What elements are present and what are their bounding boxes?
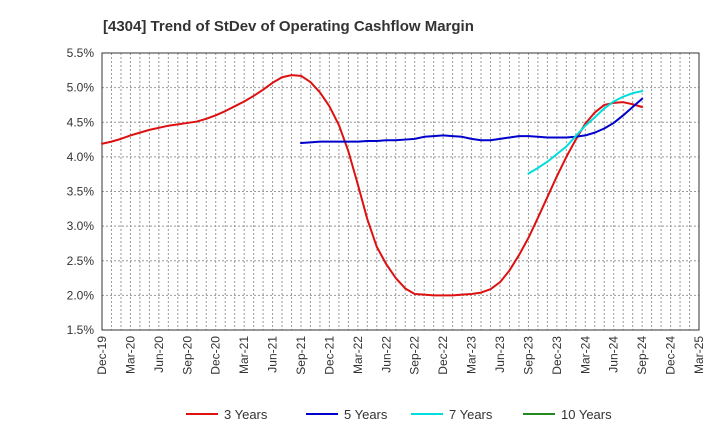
x-tick-label: Jun-22 (379, 336, 393, 373)
x-tick-label: Dec-24 (664, 336, 678, 375)
x-tick-label: Sep-20 (180, 336, 194, 375)
x-tick-label: Dec-21 (322, 336, 336, 375)
series-line-3-years (101, 74, 644, 297)
x-tick-label: Sep-24 (635, 336, 649, 375)
x-tick-label: Mar-23 (465, 336, 479, 374)
x-tick-label: Jun-24 (607, 336, 621, 373)
legend-label-3-years: 3 Years (224, 407, 268, 422)
y-tick-label: 1.5% (67, 323, 95, 337)
legend-label-10-years: 10 Years (561, 407, 612, 422)
y-tick-label: 2.5% (67, 254, 95, 268)
series-lines (101, 74, 644, 297)
y-tick-label: 3.5% (67, 185, 95, 199)
x-tick-label: Mar-25 (692, 336, 706, 374)
grid (102, 53, 699, 330)
x-tick-label: Jun-21 (266, 336, 280, 373)
x-tick-label: Dec-23 (550, 336, 564, 375)
x-tick-label: Mar-21 (237, 336, 251, 374)
plot-border (101, 52, 700, 331)
y-tick-label: 3.0% (67, 219, 95, 233)
x-tick-label: Sep-22 (408, 336, 422, 375)
plot-area (101, 52, 700, 331)
legend: 3 Years 5 Years 7 Years 10 Years (186, 407, 612, 422)
x-tick-label: Jun-23 (493, 336, 507, 373)
y-tick-label: 5.5% (67, 46, 95, 60)
legend-label-5-years: 5 Years (344, 407, 388, 422)
x-tick-label: Dec-22 (436, 336, 450, 375)
legend-label-7-years: 7 Years (449, 407, 493, 422)
x-tick-label: Jun-20 (152, 336, 166, 373)
y-tick-label: 4.0% (67, 150, 95, 164)
x-axis-tick-labels: Dec-19 Mar-20 Jun-20 Sep-20 Dec-20 Mar-21 Jun-… (95, 336, 706, 375)
x-tick-label: Dec-19 (95, 336, 109, 375)
x-tick-label: Dec-20 (209, 336, 223, 375)
x-tick-label: Sep-21 (294, 336, 308, 375)
series-line-5-years (300, 97, 644, 145)
y-axis-tick-labels: 5.5% 5.0% 4.5% 4.0% 3.5% 3.0% 2.5% 2.0% 1.5% (67, 46, 95, 337)
series-line-7-years (527, 90, 644, 175)
x-tick-label: Sep-23 (521, 336, 535, 375)
x-tick-label: Mar-20 (123, 336, 137, 374)
chart-title: [4304] Trend of StDev of Operating Cashf… (103, 18, 474, 35)
y-tick-label: 4.5% (67, 115, 95, 129)
x-tick-label: Mar-22 (351, 336, 365, 374)
x-tick-label: Mar-24 (578, 336, 592, 374)
y-tick-label: 2.0% (67, 288, 95, 302)
y-tick-label: 5.0% (67, 81, 95, 95)
